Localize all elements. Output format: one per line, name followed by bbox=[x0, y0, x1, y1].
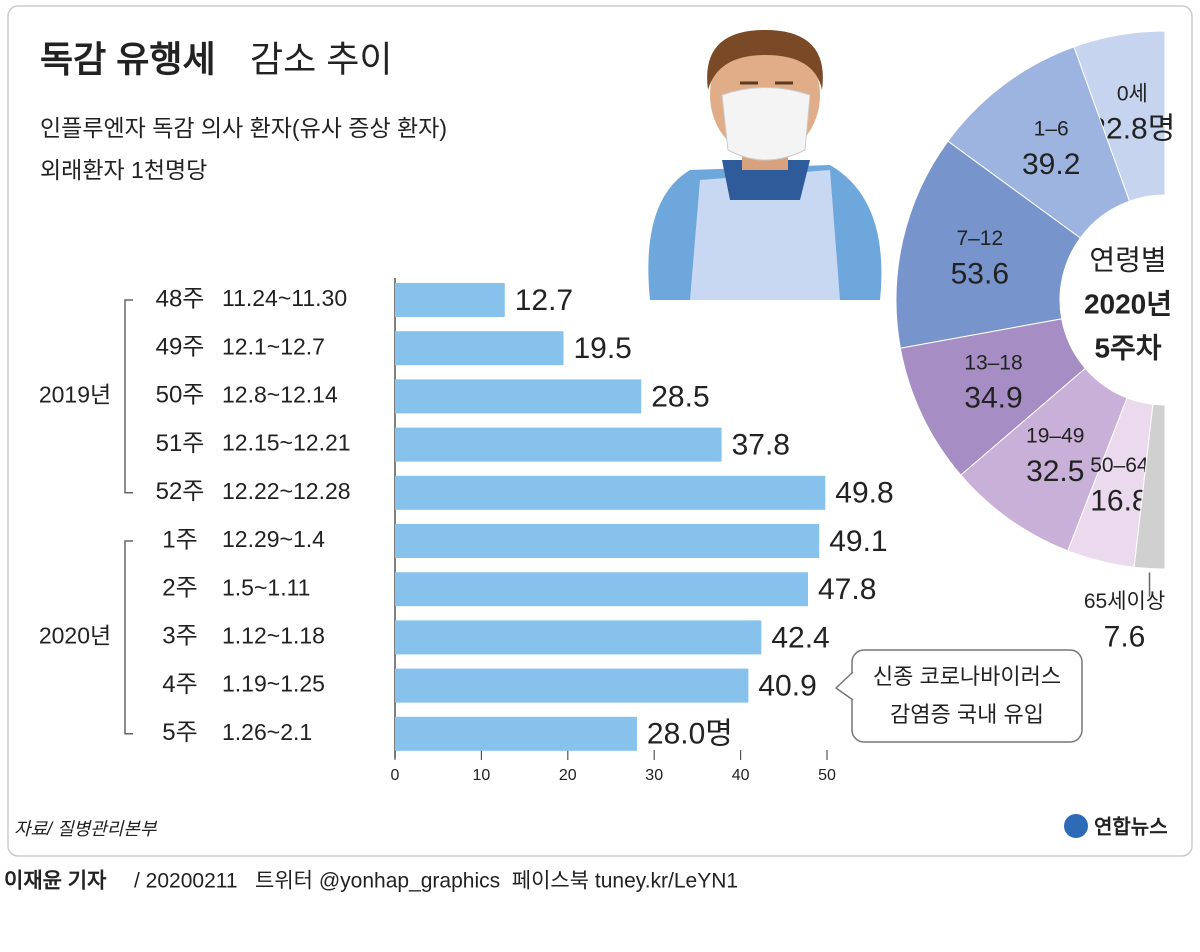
period-label: 1.5~1.11 bbox=[222, 574, 310, 600]
slice-category: 7–12 bbox=[956, 227, 1003, 250]
slice-value: 34.9 bbox=[964, 382, 1022, 415]
illustration bbox=[648, 30, 882, 300]
period-label: 12.1~12.7 bbox=[222, 333, 325, 359]
group-label: 2020년 bbox=[39, 622, 111, 648]
period-label: 1.19~1.25 bbox=[222, 671, 325, 697]
annotation: 감염증 국내 유입 bbox=[890, 702, 1044, 727]
x-tick-label: 10 bbox=[473, 767, 491, 784]
value-label: 28.5 bbox=[651, 380, 709, 413]
period-label: 12.8~12.14 bbox=[222, 381, 338, 407]
slice bbox=[1133, 403, 1166, 570]
bar bbox=[395, 572, 808, 607]
slice-category: 0세 bbox=[1117, 82, 1148, 105]
category-label: 50주 bbox=[156, 382, 205, 409]
credit: / 20200211 트위터 @yonhap_graphics 페이스북 tun… bbox=[134, 870, 738, 893]
category-label: 2주 bbox=[162, 575, 197, 602]
bar bbox=[395, 668, 749, 703]
value-label: 47.8 bbox=[818, 573, 876, 606]
slice-value: 32.5 bbox=[1026, 455, 1084, 488]
group-bracket bbox=[124, 299, 133, 494]
group-label: 2019년 bbox=[39, 381, 111, 407]
bar bbox=[395, 620, 762, 655]
category-label: 4주 bbox=[162, 671, 197, 698]
period-label: 1.12~1.18 bbox=[222, 622, 325, 648]
source: 자료/ 질병관리본부 bbox=[14, 819, 158, 839]
pie-title: 2020년 bbox=[1084, 288, 1172, 319]
slice-category: 19–49 bbox=[1026, 425, 1084, 448]
x-tick-label: 20 bbox=[559, 767, 577, 784]
bar bbox=[395, 331, 564, 366]
period-label: 12.22~12.28 bbox=[222, 478, 351, 504]
slice-value: 53.6 bbox=[951, 257, 1009, 290]
group-bracket bbox=[124, 540, 133, 735]
annotation: 신종 코로나바이러스 bbox=[873, 664, 1061, 689]
category-label: 52주 bbox=[156, 478, 205, 505]
slice-category: 1–6 bbox=[1034, 117, 1069, 140]
x-tick-label: 0 bbox=[391, 767, 400, 784]
pie-title: 5주차 bbox=[1094, 332, 1161, 363]
pie-title: 연령별 bbox=[1089, 244, 1166, 275]
title-bold: 독감 유행세 bbox=[40, 39, 216, 80]
period-label: 12.15~12.21 bbox=[222, 430, 351, 456]
bar bbox=[395, 427, 722, 462]
value-label: 19.5 bbox=[573, 332, 631, 365]
bar bbox=[395, 475, 826, 510]
value-label: 12.7 bbox=[515, 284, 573, 317]
value-label: 49.8 bbox=[835, 477, 893, 510]
x-tick-label: 40 bbox=[732, 767, 750, 784]
period-label: 12.29~1.4 bbox=[222, 526, 325, 552]
bar bbox=[395, 716, 637, 751]
x-tick-label: 50 bbox=[818, 767, 836, 784]
category-label: 51주 bbox=[156, 430, 205, 457]
logo-mark bbox=[1064, 814, 1088, 838]
bar bbox=[395, 524, 820, 558]
value-label: 49.1 bbox=[829, 525, 887, 558]
annotation-pointer bbox=[834, 671, 854, 701]
logo: 연합뉴스 bbox=[1094, 815, 1168, 838]
category-label: 49주 bbox=[156, 334, 205, 361]
slice-category: 65세이상 bbox=[1084, 590, 1165, 613]
reporter: 이재윤 기자 bbox=[4, 870, 107, 893]
slice bbox=[895, 140, 1081, 349]
value-label: 42.4 bbox=[771, 621, 829, 654]
slice-value: 7.6 bbox=[1104, 620, 1146, 653]
category-label: 1주 bbox=[162, 526, 197, 553]
x-tick-label: 30 bbox=[645, 767, 663, 784]
slice-value: 39.2 bbox=[1022, 148, 1080, 181]
value-label: 37.8 bbox=[732, 429, 790, 462]
period-label: 11.24~11.30 bbox=[222, 285, 347, 311]
bar bbox=[395, 283, 505, 317]
subtitle: 외래환자 1천명당 bbox=[40, 157, 207, 183]
slice-category: 13–18 bbox=[964, 351, 1022, 374]
bar bbox=[395, 379, 642, 414]
category-label: 3주 bbox=[162, 623, 197, 650]
category-label: 48주 bbox=[156, 285, 205, 312]
value-label: 28.0명 bbox=[647, 718, 733, 751]
period-label: 1.26~2.1 bbox=[222, 719, 312, 745]
title-rest: 감소 추이 bbox=[250, 39, 392, 80]
value-label: 40.9 bbox=[758, 670, 816, 703]
subtitle: 인플루엔자 독감 의사 환자(유사 증상 환자) bbox=[40, 115, 447, 141]
slice-value: 16.8 bbox=[1090, 484, 1148, 517]
slice-category: 50–64 bbox=[1090, 454, 1149, 477]
category-label: 5주 bbox=[162, 719, 197, 746]
